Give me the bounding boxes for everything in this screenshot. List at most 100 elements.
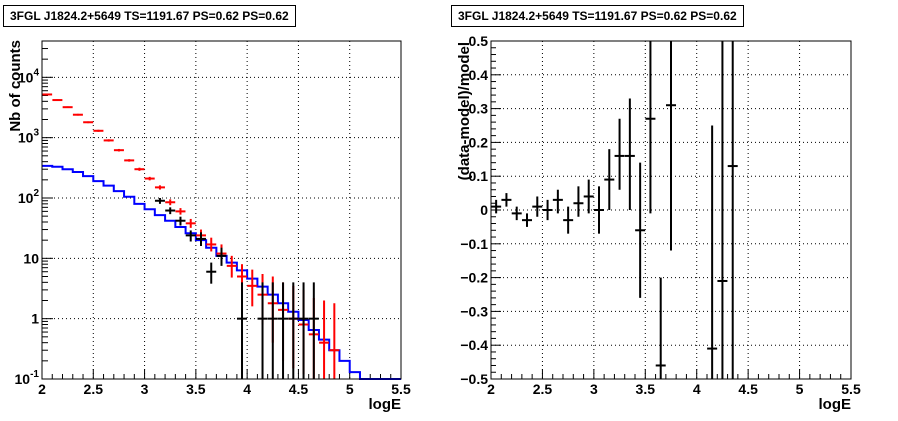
red-errorbar-point [124,159,135,162]
data-errorbar-point [491,199,502,214]
data-errorbar-point [195,232,206,247]
y-tick-exponent: 2 [33,188,39,199]
y-tick-label: 10 [23,250,39,266]
red-errorbar-point [103,139,114,142]
data-errorbar-point [542,199,553,221]
y-tick-exponent: -1 [30,369,39,380]
y-tick-label: −0.5 [460,371,488,387]
y-tick-label: 1 [31,311,39,327]
red-errorbar-point [247,269,258,307]
y-tick-exponent: 3 [33,128,39,139]
red-errorbar-point [185,218,196,228]
x-tick-label: 2 [487,381,495,397]
y-tick-label: 10-1 [15,369,40,387]
y-tick-label: −0.3 [460,303,488,319]
red-errorbar-point [206,237,217,252]
x-tick-label: 2.5 [84,381,104,397]
data-errorbar-point [717,41,728,379]
x-tick-label: 2.5 [533,381,553,397]
x-tick-label: 4 [693,381,701,397]
red-errorbar-point [62,106,73,109]
red-errorbar-point [113,148,124,152]
red-errorbar-point [154,185,165,190]
model-histogram-line [42,164,401,380]
data-errorbar-point [154,197,165,204]
y-tick-label: 0 [480,202,488,218]
data-errorbar-point [237,282,248,379]
y-tick-label: 0.1 [469,168,489,184]
red-errorbar-point [134,167,145,171]
red-errorbar-point [72,113,83,116]
data-errorbar-point [288,282,299,379]
data-errorbar-point [532,196,543,217]
data-errorbar-point [624,98,635,210]
data-errorbar-point [278,282,289,379]
x-axis-label: logE [819,396,852,413]
data-errorbar-point [216,247,227,266]
x-tick-label: 3 [590,381,598,397]
y-tick-exponent: 4 [33,67,39,78]
y-tick-label: 0.3 [469,101,489,117]
y-tick-base: 10 [18,190,34,206]
x-tick-label: 5.5 [391,381,411,397]
data-errorbar-point [308,282,319,379]
x-tick-label: 4 [243,381,251,397]
y-tick-label: −0.4 [460,337,488,353]
data-errorbar-point [645,41,656,214]
x-tick-label: 4.5 [738,381,758,397]
red-errorbar-point [93,129,104,132]
y-tick-label: −0.2 [460,270,488,286]
y-tick-label: 0.4 [469,67,489,83]
data-errorbar-point [604,149,615,210]
data-errorbar-point [298,282,309,379]
red-errorbar-point [42,93,53,96]
data-errorbar-point [165,207,176,215]
y-tick-base: 10 [18,69,34,85]
data-errorbar-point [635,162,646,298]
red-errorbar-point [329,303,340,379]
data-errorbar-point [522,213,532,227]
red-errorbar-point [319,300,330,379]
data-errorbar-point [206,262,217,284]
data-errorbar-point [594,186,604,234]
data-errorbar-point [552,189,563,214]
red-errorbar-point [226,255,237,278]
data-errorbar-point [267,282,278,379]
y-axis-label: (data-model)/model [456,42,473,180]
data-errorbar-point [573,186,584,217]
data-errorbar-point [257,282,268,379]
x-tick-label: 5.5 [841,381,861,397]
x-tick-label: 3.5 [186,381,206,397]
red-errorbar-point [165,199,176,206]
x-tick-label: 3.5 [636,381,656,397]
data-errorbar-point [614,118,625,190]
y-axis-label: Nb of counts [7,40,24,132]
data-errorbar-point [501,193,512,207]
data-errorbar-point [185,230,196,242]
y-tick-base: 10 [18,130,34,146]
left-plot-title: 3FGL J1824.2+5649 TS=1191.67 PS=0.62 PS=… [3,5,296,27]
y-tick-label: −0.1 [460,236,488,252]
data-errorbar-point [175,216,186,226]
red-errorbar-point [83,121,94,124]
x-axis-label: logE [369,396,402,413]
y-tick-label: 103 [18,128,40,146]
data-errorbar-point [563,206,574,234]
red-errorbar-point [52,99,63,102]
x-tick-label: 5 [346,381,354,397]
data-errorbar-point [707,125,718,379]
red-errorbar-point [144,176,155,181]
data-errorbar-point [727,41,738,379]
y-tick-label: 0.2 [469,134,489,150]
x-tick-label: 5 [796,381,804,397]
y-tick-label: 0.5 [469,33,489,49]
data-errorbar-point [511,206,522,221]
y-tick-label: 104 [18,67,40,85]
right-plot-frame [490,40,852,380]
red-errorbar-point [175,208,186,215]
x-tick-label: 2 [38,381,46,397]
y-tick-label: 102 [18,188,40,206]
